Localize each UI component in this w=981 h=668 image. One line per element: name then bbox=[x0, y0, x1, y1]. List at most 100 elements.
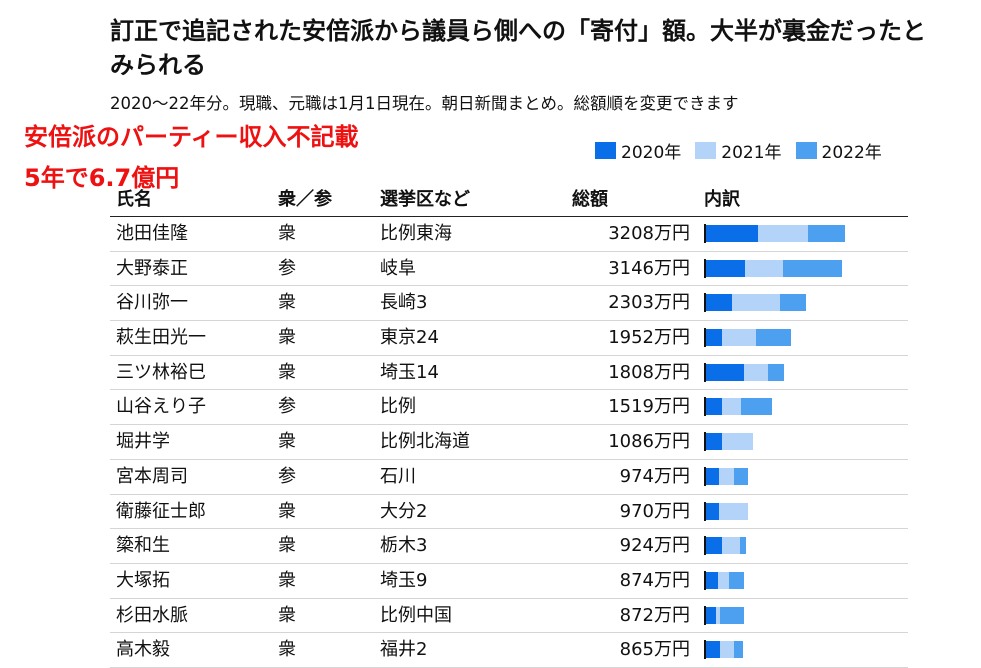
bar-segment-2020 bbox=[706, 606, 717, 624]
chart-subtitle: 2020～22年分。現職、元職は1月1日現在。朝日新聞まとめ。総額順を変更できま… bbox=[110, 94, 739, 113]
bar-baseline bbox=[704, 293, 706, 313]
row-district: 埼玉14 bbox=[380, 361, 439, 383]
stacked-bar bbox=[704, 536, 904, 556]
row-name: 大野泰正 bbox=[116, 257, 188, 279]
overlay-caption-line2: 5年で6.7億円 bbox=[24, 164, 180, 192]
table-row: 簗和生 衆 栃木3 924万円 bbox=[110, 529, 908, 564]
bar-segment-2022 bbox=[719, 606, 744, 624]
bar-segment-2022 bbox=[734, 467, 749, 485]
bar-baseline bbox=[704, 432, 706, 452]
table-row: 杉田水脈 衆 比例中国 872万円 bbox=[110, 599, 908, 634]
bar-segment-2020 bbox=[706, 433, 722, 451]
row-name: 山谷えり子 bbox=[116, 396, 206, 418]
legend-item-2020: 2020年 bbox=[595, 138, 681, 163]
row-total: 1519万円 bbox=[608, 396, 690, 418]
row-district: 長崎3 bbox=[380, 292, 428, 314]
row-total: 865万円 bbox=[619, 639, 690, 661]
row-total: 2303万円 bbox=[608, 292, 690, 314]
bar-baseline bbox=[704, 397, 706, 417]
bar-segment-2022 bbox=[783, 259, 843, 277]
legend-label-2021: 2021年 bbox=[721, 143, 782, 163]
row-district: 比例 bbox=[380, 396, 416, 418]
table-row: 山谷えり子 参 比例 1519万円 bbox=[110, 390, 908, 426]
row-district: 比例北海道 bbox=[380, 431, 470, 453]
row-house: 衆 bbox=[278, 292, 296, 314]
row-total: 924万円 bbox=[619, 535, 690, 557]
bar-baseline bbox=[704, 640, 706, 660]
bar-segment-2020 bbox=[706, 398, 722, 416]
bar-segment-2022 bbox=[728, 571, 744, 589]
bar-baseline bbox=[704, 466, 706, 486]
bar-segment-2020 bbox=[706, 467, 719, 485]
row-district: 福井2 bbox=[380, 639, 428, 661]
bar-segment-2020 bbox=[706, 571, 718, 589]
table-row: 池田佳隆 衆 比例東海 3208万円 bbox=[110, 217, 908, 252]
bar-segment-2021 bbox=[721, 537, 740, 555]
bar-baseline bbox=[704, 536, 706, 556]
bar-segment-2022 bbox=[739, 537, 747, 555]
row-district: 栃木3 bbox=[380, 535, 428, 557]
row-name: 大塚拓 bbox=[116, 569, 170, 591]
bar-segment-2020 bbox=[706, 363, 745, 381]
stacked-bar bbox=[704, 258, 904, 278]
row-house: 衆 bbox=[278, 431, 296, 453]
row-name: 谷川弥一 bbox=[116, 292, 188, 314]
column-header-district[interactable]: 選挙区など bbox=[380, 189, 470, 210]
bar-baseline bbox=[704, 328, 706, 348]
row-house: 参 bbox=[278, 465, 296, 487]
row-district: 比例中国 bbox=[380, 604, 452, 626]
row-total: 3208万円 bbox=[608, 223, 690, 244]
row-total: 872万円 bbox=[619, 604, 690, 626]
column-header-total[interactable]: 総額 bbox=[572, 189, 608, 210]
row-house: 参 bbox=[278, 396, 296, 418]
row-district: 石川 bbox=[380, 465, 416, 487]
row-name: 高木毅 bbox=[116, 639, 170, 661]
table-row: 谷川弥一 衆 長崎3 2303万円 bbox=[110, 286, 908, 322]
row-house: 衆 bbox=[278, 500, 296, 522]
column-header-breakdown[interactable]: 内訳 bbox=[704, 189, 740, 210]
row-district: 岐阜 bbox=[380, 257, 416, 279]
bar-segment-2021 bbox=[721, 398, 742, 416]
bar-baseline bbox=[704, 570, 706, 590]
row-house: 参 bbox=[278, 257, 296, 279]
bar-segment-2020 bbox=[706, 641, 721, 659]
row-name: 杉田水脈 bbox=[116, 604, 188, 626]
bar-segment-2021 bbox=[744, 259, 784, 277]
bar-segment-2021 bbox=[757, 225, 809, 242]
bar-segment-2021 bbox=[718, 467, 735, 485]
bar-segment-2022 bbox=[768, 363, 785, 381]
stacked-bar bbox=[704, 293, 904, 313]
column-header-house[interactable]: 衆／参 bbox=[278, 189, 332, 210]
table-row: 三ツ林裕巳 衆 埼玉14 1808万円 bbox=[110, 356, 908, 391]
stacked-bar bbox=[704, 605, 904, 625]
bar-segment-2021 bbox=[717, 571, 729, 589]
legend-item-2021: 2021年 bbox=[695, 138, 782, 163]
overlay-caption-line1: 安倍派のパーティー収入不記載 bbox=[24, 123, 359, 151]
bar-segment-2021 bbox=[721, 433, 754, 451]
legend: 2020年 2021年 2022年 bbox=[595, 138, 882, 163]
table-row: 衛藤征士郎 衆 大分2 970万円 bbox=[110, 495, 908, 530]
row-total: 874万円 bbox=[619, 569, 690, 591]
table-header: 氏名 衆／参 選挙区など 総額 内訳 bbox=[110, 184, 908, 217]
stacked-bar bbox=[704, 397, 904, 417]
row-name: 池田佳隆 bbox=[116, 223, 188, 244]
legend-item-2022: 2022年 bbox=[795, 138, 882, 163]
row-district: 東京24 bbox=[380, 327, 439, 349]
row-total: 1086万円 bbox=[608, 431, 690, 453]
bar-segment-2022 bbox=[756, 329, 791, 347]
bar-segment-2020 bbox=[706, 537, 722, 555]
row-name: 宮本周司 bbox=[116, 465, 188, 487]
bar-segment-2020 bbox=[706, 294, 732, 312]
row-house: 衆 bbox=[278, 639, 296, 661]
legend-label-2020: 2020年 bbox=[621, 143, 682, 163]
bar-segment-2021 bbox=[731, 294, 781, 312]
bar-segment-2021 bbox=[718, 502, 748, 520]
column-header-name[interactable]: 氏名 bbox=[116, 189, 152, 210]
row-name: 三ツ林裕巳 bbox=[116, 361, 206, 383]
row-house: 衆 bbox=[278, 327, 296, 349]
row-district: 比例東海 bbox=[380, 223, 452, 244]
row-district: 埼玉9 bbox=[380, 569, 428, 591]
stacked-bar bbox=[704, 466, 904, 486]
bar-segment-2020 bbox=[706, 329, 723, 347]
bar-baseline bbox=[704, 258, 706, 278]
